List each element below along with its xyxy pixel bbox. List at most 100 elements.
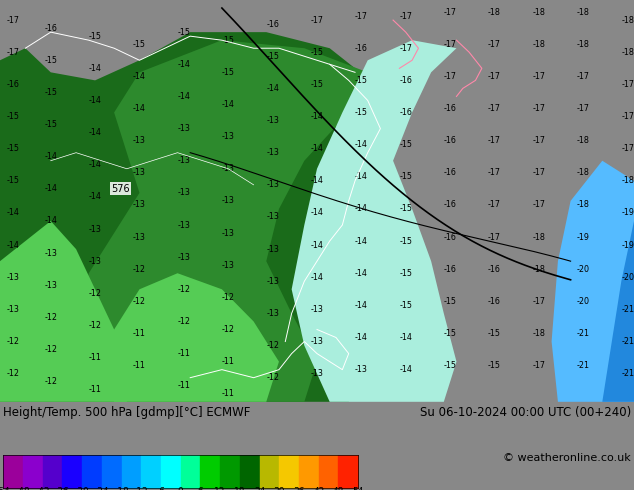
Text: -14: -14 <box>89 96 101 105</box>
Text: -16: -16 <box>444 265 456 274</box>
Text: -12: -12 <box>133 297 146 306</box>
Text: -18: -18 <box>533 329 545 338</box>
Text: -11: -11 <box>133 329 146 338</box>
Text: -11: -11 <box>178 381 190 390</box>
Text: -13: -13 <box>133 233 146 242</box>
Text: -15: -15 <box>355 76 368 85</box>
Text: -13: -13 <box>266 309 279 318</box>
Text: -15: -15 <box>488 361 501 370</box>
Text: -15: -15 <box>89 32 101 41</box>
Text: -15: -15 <box>444 297 456 306</box>
Text: -21: -21 <box>621 305 634 314</box>
Text: -13: -13 <box>133 200 146 209</box>
Text: Su 06-10-2024 00:00 UTC (00+240): Su 06-10-2024 00:00 UTC (00+240) <box>420 406 631 419</box>
Text: -14: -14 <box>266 84 279 93</box>
Text: -16: -16 <box>399 76 412 85</box>
Text: -13: -13 <box>311 369 323 378</box>
Text: -11: -11 <box>178 349 190 358</box>
Text: -16: -16 <box>266 20 279 28</box>
Text: -12: -12 <box>6 337 19 346</box>
Text: -13: -13 <box>178 124 190 133</box>
Text: 576: 576 <box>111 184 130 194</box>
Text: -13: -13 <box>44 281 57 290</box>
Text: -18: -18 <box>533 265 545 274</box>
Text: -15: -15 <box>6 144 19 153</box>
Text: -20: -20 <box>621 273 634 282</box>
Text: -13: -13 <box>133 168 146 177</box>
Text: -11: -11 <box>89 385 101 394</box>
Text: -18: -18 <box>533 40 545 49</box>
Text: -14: -14 <box>355 172 368 181</box>
Text: -17: -17 <box>533 297 545 306</box>
Text: -14: -14 <box>311 144 323 153</box>
Text: -18: -18 <box>577 200 590 209</box>
Polygon shape <box>552 161 634 402</box>
Text: -14: -14 <box>89 128 101 137</box>
Text: -15: -15 <box>399 140 412 149</box>
Text: -15: -15 <box>6 176 19 185</box>
Text: -15: -15 <box>44 120 57 129</box>
Text: -18: -18 <box>621 48 634 57</box>
Text: -12: -12 <box>222 325 235 334</box>
Text: -14: -14 <box>133 104 146 113</box>
Text: -17: -17 <box>488 233 501 242</box>
Text: -18: -18 <box>577 40 590 49</box>
Text: -21: -21 <box>621 369 634 378</box>
Text: -17: -17 <box>577 72 590 81</box>
Polygon shape <box>602 221 634 402</box>
Text: -15: -15 <box>399 204 412 214</box>
Text: -15: -15 <box>355 108 368 117</box>
Text: -18: -18 <box>577 7 590 17</box>
Text: -21: -21 <box>621 337 634 346</box>
Text: -12: -12 <box>44 313 57 322</box>
Text: -17: -17 <box>533 136 545 145</box>
Text: -17: -17 <box>399 12 412 21</box>
Text: -17: -17 <box>533 104 545 113</box>
Polygon shape <box>101 273 279 402</box>
Text: -14: -14 <box>311 208 323 218</box>
Text: -14: -14 <box>355 333 368 342</box>
Text: © weatheronline.co.uk: © weatheronline.co.uk <box>503 453 631 463</box>
Text: -16: -16 <box>488 265 501 274</box>
Text: -12: -12 <box>44 345 57 354</box>
Text: -15: -15 <box>44 56 57 65</box>
Text: -15: -15 <box>266 52 279 61</box>
Text: -17: -17 <box>533 200 545 209</box>
Text: -15: -15 <box>444 361 456 370</box>
Text: -14: -14 <box>311 273 323 282</box>
Text: -14: -14 <box>44 152 57 161</box>
Text: -17: -17 <box>444 72 456 81</box>
Text: -18: -18 <box>533 233 545 242</box>
Text: -17: -17 <box>488 168 501 177</box>
Text: -13: -13 <box>355 365 368 374</box>
Polygon shape <box>0 32 380 402</box>
Text: -16: -16 <box>44 24 57 33</box>
Text: -12: -12 <box>6 369 19 378</box>
Text: -18: -18 <box>533 7 545 17</box>
Text: -19: -19 <box>621 241 634 249</box>
Text: -14: -14 <box>311 112 323 121</box>
Text: -16: -16 <box>444 168 456 177</box>
Text: -12: -12 <box>222 293 235 302</box>
Text: -14: -14 <box>355 140 368 149</box>
Text: -13: -13 <box>222 164 235 173</box>
Text: -13: -13 <box>266 245 279 254</box>
Text: -13: -13 <box>311 305 323 314</box>
Text: -13: -13 <box>89 224 101 234</box>
Text: -21: -21 <box>577 329 590 338</box>
Text: -13: -13 <box>266 180 279 189</box>
Text: -13: -13 <box>311 337 323 346</box>
Text: -13: -13 <box>89 257 101 266</box>
Text: -14: -14 <box>355 237 368 245</box>
Text: -13: -13 <box>6 305 19 314</box>
Polygon shape <box>63 40 368 402</box>
Text: -17: -17 <box>533 361 545 370</box>
Text: -15: -15 <box>44 88 57 97</box>
Text: -14: -14 <box>222 100 235 109</box>
Text: -14: -14 <box>178 92 190 101</box>
Text: -12: -12 <box>266 373 279 382</box>
Polygon shape <box>292 40 456 402</box>
Text: -13: -13 <box>133 136 146 145</box>
Text: -18: -18 <box>621 16 634 24</box>
Text: -13: -13 <box>222 228 235 238</box>
